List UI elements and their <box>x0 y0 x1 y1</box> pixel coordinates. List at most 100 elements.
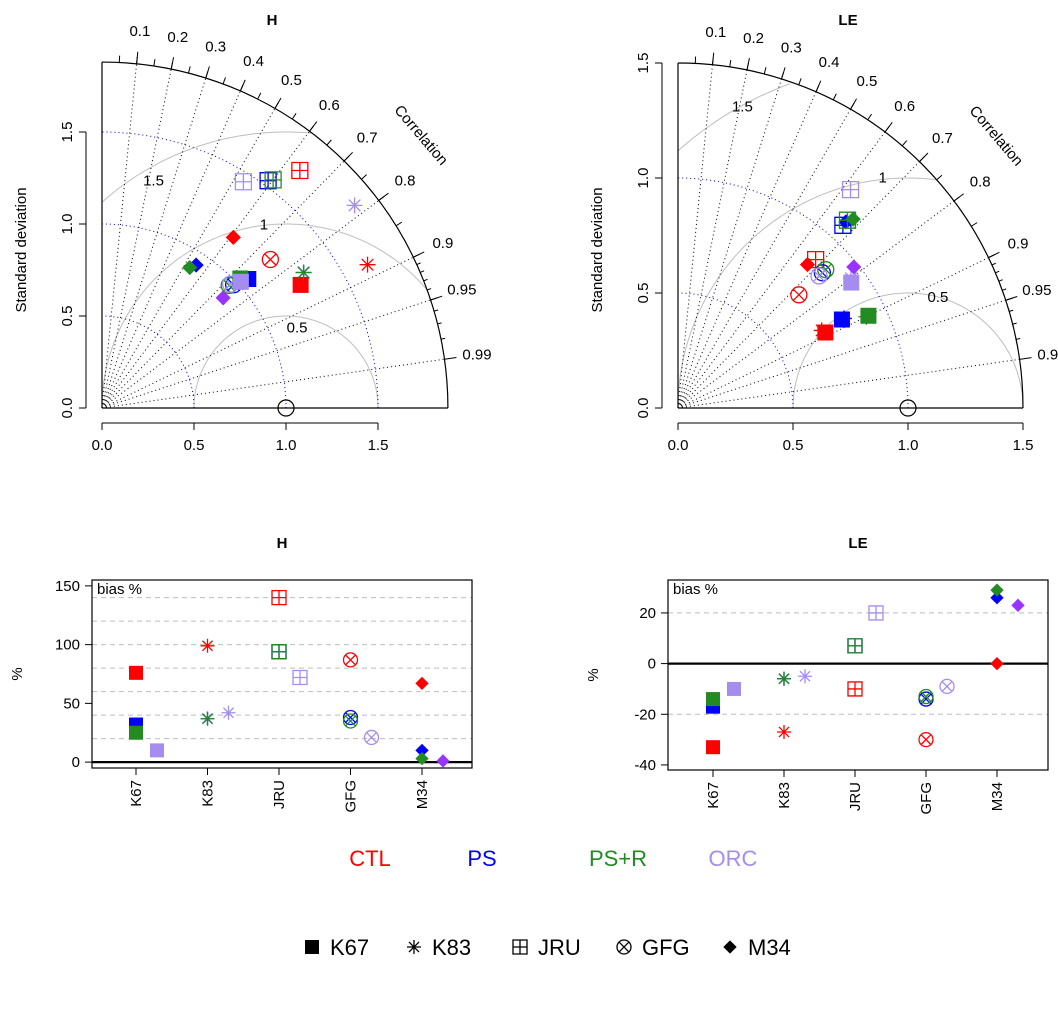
taylor-point <box>292 276 309 293</box>
correlation-tick-label: 0.8 <box>970 173 991 190</box>
arc-tick-major <box>309 121 318 132</box>
bias-point <box>200 638 215 653</box>
arc-tick <box>729 60 732 67</box>
correlation-axis-title: Correlation <box>391 102 452 169</box>
rms-contour <box>677 83 791 152</box>
arc-tick <box>440 337 446 340</box>
bias-point <box>706 692 720 707</box>
chart-title: H <box>267 12 278 29</box>
taylor-point <box>232 273 249 290</box>
y-tick-label: 50 <box>63 695 80 712</box>
rms-contour <box>792 292 1024 408</box>
taylor-point <box>813 322 830 339</box>
chart-title: LE <box>848 535 867 552</box>
bias-point <box>129 665 143 680</box>
bias-point <box>342 652 359 668</box>
correlation-line <box>101 299 431 409</box>
correlation-tick-label: 0.2 <box>167 29 188 46</box>
taylor-point <box>833 311 850 328</box>
correlation-line <box>101 63 138 409</box>
y-axis-title: % <box>585 668 602 681</box>
correlation-line <box>101 68 172 409</box>
legend-site-marker <box>616 939 632 955</box>
bias-point <box>292 669 308 686</box>
arc-tick <box>798 78 802 85</box>
bias-point <box>363 729 380 746</box>
correlation-tick-label: 0.8 <box>395 173 416 190</box>
rms-contour-label: 0.5 <box>927 289 948 306</box>
bias-point <box>939 678 955 695</box>
bias-point <box>777 671 791 686</box>
bias-point <box>868 605 884 621</box>
legend-site-marker <box>723 940 737 954</box>
bias-point <box>271 589 287 606</box>
plot-frame <box>667 579 1049 771</box>
legend-site-label: M34 <box>748 935 791 960</box>
taylor-point <box>846 259 862 275</box>
y-tick-label: 0 <box>648 656 656 673</box>
arc-tick <box>901 140 908 147</box>
chart-title: H <box>277 535 288 552</box>
correlation-line <box>677 108 851 409</box>
rms-contour <box>193 315 379 408</box>
arc-tick-major <box>239 79 246 92</box>
y-axis-title: Standard deviation <box>13 187 30 312</box>
arc-tick <box>426 288 432 291</box>
rms-contour-label: 1 <box>879 170 887 187</box>
legend-site-label: JRU <box>538 935 581 960</box>
taylor-point <box>841 180 860 199</box>
x-tick-label: 1.0 <box>276 437 297 454</box>
arc-tick-major <box>170 57 175 70</box>
arc-tick <box>867 113 872 121</box>
outer-arc <box>677 62 1024 409</box>
taylor-point <box>264 171 282 189</box>
bias-point <box>798 669 812 684</box>
arc-tick <box>395 221 403 227</box>
taylor-point <box>182 259 198 276</box>
bias-point <box>990 656 1004 671</box>
taylor-point <box>234 173 253 191</box>
bias-point <box>918 731 934 748</box>
correlation-tick-label: 0.3 <box>205 39 226 56</box>
bias-annotation: bias % <box>97 581 142 598</box>
arc-tick <box>420 270 425 273</box>
taylor-point <box>346 197 363 214</box>
x-tick-label: JRU <box>271 780 288 809</box>
correlation-line <box>677 299 1006 409</box>
arc-tick <box>1012 322 1017 325</box>
correlation-axis-title: Correlation <box>966 103 1027 170</box>
correlation-line <box>101 358 445 409</box>
rms-contour <box>101 223 428 408</box>
correlation-tick-label: 0.1 <box>705 24 726 41</box>
x-tick-label: GFG <box>343 780 360 813</box>
arc-tick <box>222 77 226 85</box>
y-tick-label: 1.0 <box>635 168 652 189</box>
correlation-tick-label: 0.6 <box>894 98 915 115</box>
x-tick-label: GFG <box>918 782 935 815</box>
bias-point <box>990 591 1004 605</box>
correlation-line <box>677 69 748 409</box>
x-tick-label: 1.5 <box>1013 437 1034 454</box>
correlation-line <box>101 200 380 409</box>
arc-tick <box>991 262 996 266</box>
bias-point <box>727 681 741 696</box>
correlation-tick-label: 0.99 <box>1037 347 1058 364</box>
arc-tick-major <box>1019 357 1032 360</box>
correlation-line <box>677 200 955 409</box>
bias-point <box>415 743 429 758</box>
arc-tick <box>832 93 837 101</box>
bias-point <box>847 638 863 654</box>
taylor-point <box>215 290 231 306</box>
arc-tick-major <box>953 193 964 202</box>
arc-tick <box>423 278 428 282</box>
x-tick-label: 0.5 <box>783 437 804 454</box>
correlation-tick-label: 0.5 <box>856 73 877 90</box>
legend-site-label: GFG <box>642 935 690 960</box>
taylor-point <box>295 264 312 281</box>
y-tick-label: 100 <box>55 637 80 654</box>
taylor-diagram-le: LE 0.1 0.2 0.3 0.4 0.5 0.6 0.7 0.8 0.9 0.95 0.99 Cor… <box>589 12 1058 454</box>
correlation-tick-label: 0.7 <box>932 130 953 147</box>
legend-model-label: PS <box>467 846 496 871</box>
taylor-point <box>810 267 828 285</box>
